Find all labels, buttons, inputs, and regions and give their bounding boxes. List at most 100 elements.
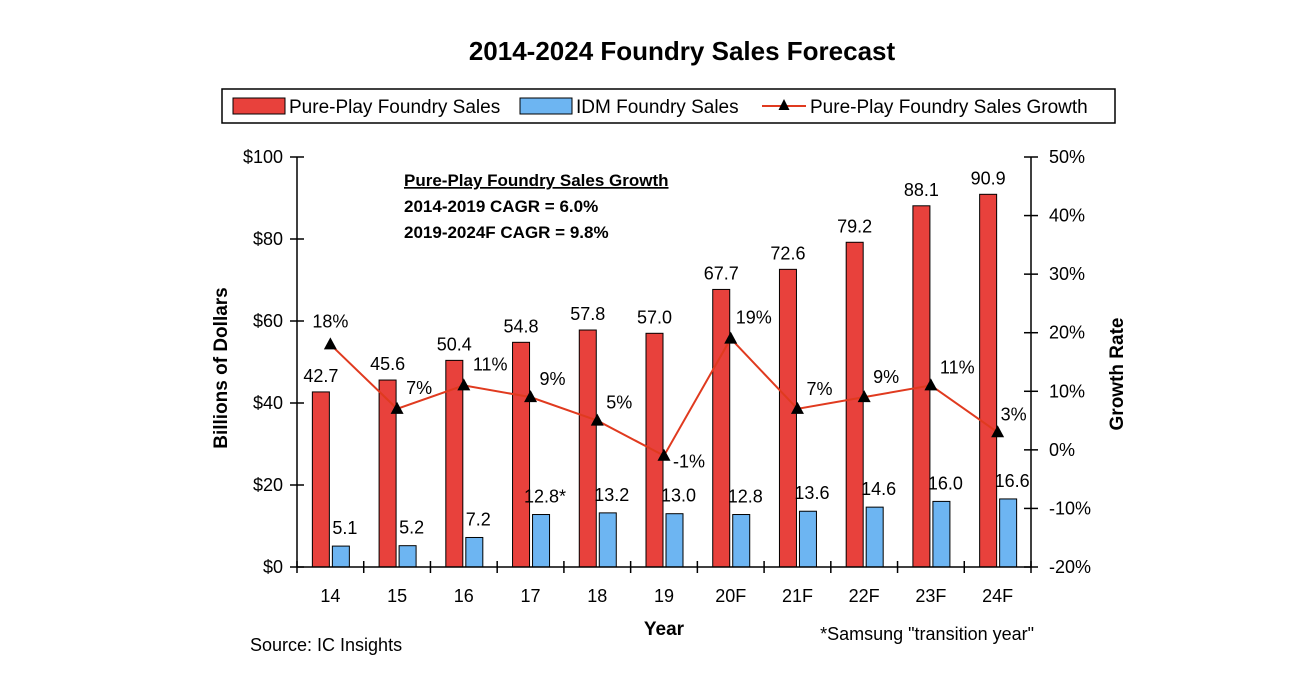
data-label-idm: 16.0 xyxy=(928,473,963,493)
plot-area: $0 $20 $40 $60 $80 $100 -20% -10% 0% 10% 20% 30% 40%… xyxy=(243,147,1091,606)
bar-pure-play xyxy=(979,193,998,568)
bar-idm xyxy=(331,545,350,568)
data-label-growth: 5% xyxy=(606,393,632,413)
growth-marker xyxy=(991,425,1005,438)
bar-idm xyxy=(932,500,951,568)
y-tick-label: $0 xyxy=(263,557,283,577)
growth-marker xyxy=(790,401,804,414)
data-label-idm: 13.6 xyxy=(794,483,829,503)
legend-swatch-idm xyxy=(519,97,573,115)
bar-idm xyxy=(398,545,417,568)
y2-tick-label: -10% xyxy=(1049,498,1091,518)
data-label-growth: -1% xyxy=(673,452,705,472)
chart-title: 2014-2024 Foundry Sales Forecast xyxy=(469,36,896,66)
growth-marker xyxy=(457,378,471,391)
data-label-idm: 16.6 xyxy=(995,471,1030,491)
x-tick-label: 21F xyxy=(782,586,813,606)
x-tick-label: 20F xyxy=(715,586,746,606)
bar-idm xyxy=(465,536,484,568)
data-label-growth: 7% xyxy=(806,379,832,399)
data-label-idm: 13.2 xyxy=(594,485,629,505)
x-tick-label: 19 xyxy=(654,586,674,606)
x-axis-label: Year xyxy=(644,619,685,640)
bar-pure-play xyxy=(578,329,597,568)
data-label-growth: 7% xyxy=(406,378,432,398)
data-label-idm: 12.8* xyxy=(524,487,566,507)
data-label-idm: 12.8 xyxy=(728,487,763,507)
bar-idm xyxy=(999,498,1018,568)
bar-pure-play xyxy=(778,268,797,568)
bar-pure-play xyxy=(845,241,864,568)
data-label-pure-play: 57.0 xyxy=(637,307,672,327)
y2-tick-label: 40% xyxy=(1049,206,1085,226)
legend-label-idm: IDM Foundry Sales xyxy=(576,97,739,118)
annotation-heading: Pure-Play Foundry Sales Growth xyxy=(404,171,669,190)
data-label-pure-play: 42.7 xyxy=(303,366,338,386)
data-label-growth: 3% xyxy=(1001,404,1027,424)
bar-idm xyxy=(532,514,551,568)
x-tick-label: 18 xyxy=(587,586,607,606)
legend-box xyxy=(221,88,1116,124)
growth-marker xyxy=(657,448,671,461)
data-label-pure-play: 79.2 xyxy=(837,216,872,236)
growth-marker xyxy=(323,337,337,350)
data-label-pure-play: 54.8 xyxy=(504,316,539,336)
legend: Pure-Play Foundry Sales IDM Foundry Sale… xyxy=(221,88,1116,124)
growth-marker xyxy=(390,401,404,414)
y-tick-label: $20 xyxy=(253,475,283,495)
data-label-growth: 11% xyxy=(940,357,975,377)
x-tick-label: 24F xyxy=(982,586,1013,606)
x-tick-label: 23F xyxy=(915,586,946,606)
data-label-growth: 19% xyxy=(736,308,772,328)
y2-axis-label: Growth Rate xyxy=(1107,318,1128,431)
legend-label-pure-play: Pure-Play Foundry Sales xyxy=(289,97,500,118)
data-label-growth: 9% xyxy=(873,367,899,387)
bar-pure-play xyxy=(378,379,397,568)
footnote: *Samsung "transition year" xyxy=(820,624,1034,644)
data-label-idm: 5.2 xyxy=(399,518,424,538)
data-label-pure-play: 88.1 xyxy=(904,180,939,200)
data-label-pure-play: 57.8 xyxy=(570,304,605,324)
data-label-pure-play: 50.4 xyxy=(437,334,472,354)
growth-marker xyxy=(724,331,738,344)
annotation-block: Pure-Play Foundry Sales Growth 2014-2019… xyxy=(404,171,669,242)
growth-marker xyxy=(924,378,938,391)
x-tick-label: 14 xyxy=(320,586,340,606)
x-tick-label: 17 xyxy=(521,586,541,606)
y2-tick-label: 10% xyxy=(1049,381,1085,401)
bar-idm xyxy=(732,514,751,568)
x-tick-label: 16 xyxy=(454,586,474,606)
y-tick-label: $80 xyxy=(253,229,283,249)
growth-marker xyxy=(857,390,871,403)
data-label-idm: 14.6 xyxy=(861,479,896,499)
data-label-pure-play: 67.7 xyxy=(704,263,739,283)
bar-pure-play xyxy=(512,341,531,568)
annotation-cagr-2019-2024: 2019-2024F CAGR = 9.8% xyxy=(404,223,609,242)
annotation-cagr-2014-2019: 2014-2019 CAGR = 6.0% xyxy=(404,197,598,216)
growth-marker xyxy=(590,413,604,426)
y2-tick-label: 50% xyxy=(1049,147,1085,167)
bar-idm xyxy=(798,510,817,568)
legend-swatch-pure-play xyxy=(232,97,286,115)
y-tick-label: $40 xyxy=(253,393,283,413)
y2-tick-label: 0% xyxy=(1049,440,1075,460)
y-tick-label: $60 xyxy=(253,311,283,331)
x-tick-label: 22F xyxy=(849,586,880,606)
y-tick-label: $100 xyxy=(243,147,283,167)
legend-label-growth: Pure-Play Foundry Sales Growth xyxy=(810,97,1088,118)
data-label-idm: 5.1 xyxy=(332,518,357,538)
data-label-idm: 13.0 xyxy=(661,486,696,506)
data-label-pure-play: 45.6 xyxy=(370,354,405,374)
y2-tick-label: 20% xyxy=(1049,323,1085,343)
bar-pure-play xyxy=(712,288,731,568)
data-label-pure-play: 90.9 xyxy=(971,168,1006,188)
legend-swatch-growth-marker xyxy=(778,99,790,110)
growth-marker xyxy=(524,390,538,403)
y2-tick-label: 30% xyxy=(1049,264,1085,284)
y2-tick-label: -20% xyxy=(1049,557,1091,577)
x-tick-label: 15 xyxy=(387,586,407,606)
data-label-idm: 7.2 xyxy=(466,509,491,529)
y-axis-label: Billions of Dollars xyxy=(211,287,232,449)
bar-pure-play xyxy=(311,391,330,568)
